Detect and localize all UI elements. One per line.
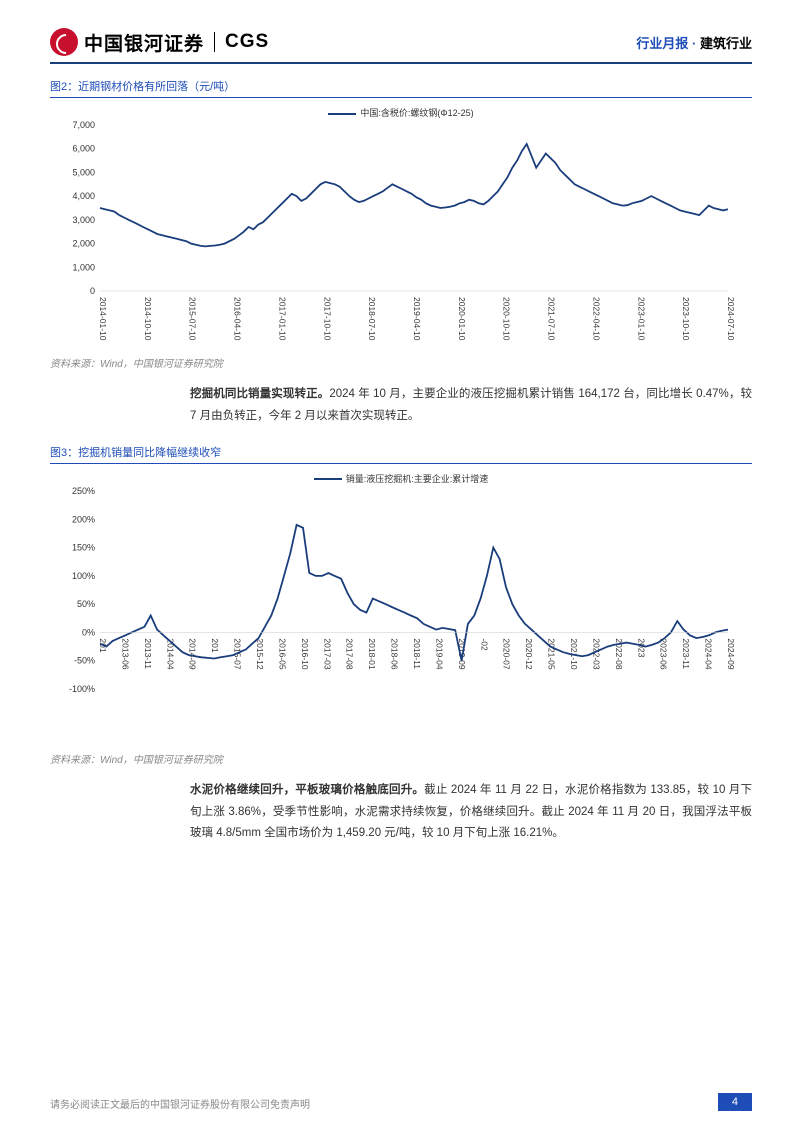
svg-text:2019-04: 2019-04 (434, 638, 444, 669)
svg-text:2014-04: 2014-04 (165, 638, 175, 669)
logo-block: 中国银河证券 CGS (50, 28, 269, 56)
svg-text:2024-04: 2024-04 (704, 638, 714, 669)
svg-text:2,000: 2,000 (72, 239, 95, 249)
svg-text:2020-12: 2020-12 (524, 638, 534, 669)
svg-text:2018-06: 2018-06 (390, 638, 400, 669)
svg-text:200%: 200% (72, 514, 95, 524)
svg-text:2021-07-10: 2021-07-10 (547, 297, 557, 341)
svg-text:1,000: 1,000 (72, 262, 95, 272)
svg-text:7,000: 7,000 (72, 121, 95, 130)
fig3-svg: -100% -50% 0% 50% 100% 150% 200% 250% 201 2013-06… (58, 487, 738, 747)
fig3-title: 图3：挖掘机销量同比降幅继续收窄 (50, 444, 752, 464)
svg-text:2013-11: 2013-11 (143, 638, 153, 669)
svg-text:50%: 50% (77, 599, 95, 609)
fig3-chart: 销量:液压挖掘机:主要企业:累计增速 -100% -50% 0% 50% 100% 150… (50, 472, 752, 747)
svg-text:2018-11: 2018-11 (412, 638, 422, 669)
svg-text:2015-07-10: 2015-07-10 (188, 297, 198, 341)
svg-text:2020-10-10: 2020-10-10 (502, 297, 512, 341)
logo-text-cn: 中国银河证券 (84, 29, 204, 56)
fig3-source: 资料来源：Wind，中国银河证券研究院 (50, 751, 752, 766)
svg-text:2018-07-10: 2018-07-10 (367, 297, 377, 341)
paragraph-cement-glass: 水泥价格继续回升，平板玻璃价格触底回升。截止 2024 年 11 月 22 日，… (190, 780, 752, 846)
svg-text:2023: 2023 (636, 638, 646, 657)
page-header: 中国银河证券 CGS 行业月报 · 建筑行业 (50, 28, 752, 64)
svg-text:2023-01-10: 2023-01-10 (636, 297, 646, 341)
svg-text:2018-01: 2018-01 (367, 638, 377, 669)
svg-text:4,000: 4,000 (72, 191, 95, 201)
header-right: 行业月报 · 建筑行业 (636, 33, 752, 52)
fig2-svg: 0 1,000 2,000 3,000 4,000 5,000 6,000 7,000 2014… (58, 121, 738, 351)
svg-text:100%: 100% (72, 571, 95, 581)
svg-text:2017-03: 2017-03 (322, 638, 332, 669)
svg-text:0%: 0% (82, 627, 95, 637)
disclaimer-text: 请务必阅读正文最后的中国银河证券股份有限公司免责声明 (50, 1096, 310, 1111)
svg-text:2017-01-10: 2017-01-10 (277, 297, 287, 341)
fig2-legend-label: 中国:含税价:螺纹钢(Φ12-25) (360, 108, 473, 118)
svg-text:2023-06: 2023-06 (659, 638, 669, 669)
para1-bold: 挖掘机同比销量实现转正。 (190, 388, 329, 400)
report-type: 行业月报 · (636, 36, 700, 51)
logo-text-en: CGS (225, 31, 269, 53)
svg-text:-50%: -50% (74, 655, 95, 665)
fig3-legend: 销量:液压挖掘机:主要企业:累计增速 (58, 472, 744, 485)
svg-text:2024-07-10: 2024-07-10 (726, 297, 736, 341)
svg-text:2014-10-10: 2014-10-10 (143, 297, 153, 341)
svg-text:2016-04-10: 2016-04-10 (233, 297, 243, 341)
svg-text:2017-08: 2017-08 (345, 638, 355, 669)
industry-name: 建筑行业 (700, 36, 752, 51)
fig2-legend: 中国:含税价:螺纹钢(Φ12-25) (58, 106, 744, 119)
svg-text:2021-05: 2021-05 (547, 638, 557, 669)
svg-text:2020-01-10: 2020-01-10 (457, 297, 467, 341)
svg-text:250%: 250% (72, 487, 95, 496)
svg-text:2020-07: 2020-07 (502, 638, 512, 669)
svg-text:2016-05: 2016-05 (277, 638, 287, 669)
svg-text:-100%: -100% (69, 684, 95, 694)
fig2-chart: 中国:含税价:螺纹钢(Φ12-25) 0 1,000 2,000 3,000 4,000… (50, 106, 752, 351)
svg-text:2023-10-10: 2023-10-10 (681, 297, 691, 341)
logo-icon (50, 28, 78, 56)
svg-text:2016-10: 2016-10 (300, 638, 310, 669)
svg-text:2017-10-10: 2017-10-10 (322, 297, 332, 341)
paragraph-excavator: 挖掘机同比销量实现转正。2024 年 10 月，主要企业的液压挖掘机累计销售 1… (190, 384, 752, 428)
svg-text:6,000: 6,000 (72, 144, 95, 154)
svg-text:201: 201 (210, 638, 220, 652)
para2-bold: 水泥价格继续回升，平板玻璃价格触底回升。 (190, 784, 424, 796)
page-footer: 请务必阅读正文最后的中国银河证券股份有限公司免责声明 4 (50, 1093, 752, 1111)
svg-text:2022-04-10: 2022-04-10 (591, 297, 601, 341)
svg-text:2014-01-10: 2014-01-10 (98, 297, 108, 341)
fig2-source: 资料来源：Wind，中国银河证券研究院 (50, 355, 752, 370)
svg-text:2022-03: 2022-03 (591, 638, 601, 669)
svg-text:2019-04-10: 2019-04-10 (412, 297, 422, 341)
svg-text:0: 0 (90, 286, 95, 296)
svg-text:2014-09: 2014-09 (188, 638, 198, 669)
svg-text:3,000: 3,000 (72, 215, 95, 225)
svg-text:2013-06: 2013-06 (120, 638, 130, 669)
svg-text:2015-12: 2015-12 (255, 638, 265, 669)
svg-text:150%: 150% (72, 542, 95, 552)
page-number: 4 (718, 1093, 752, 1111)
svg-text:2023-11: 2023-11 (681, 638, 691, 669)
fig3-legend-label: 销量:液压挖掘机:主要企业:累计增速 (346, 474, 489, 484)
svg-text:-02: -02 (479, 638, 489, 651)
fig2-title: 图2：近期钢材价格有所回落（元/吨） (50, 78, 752, 98)
logo-separator (214, 32, 215, 52)
svg-text:2024-09: 2024-09 (726, 638, 736, 669)
svg-text:5,000: 5,000 (72, 167, 95, 177)
